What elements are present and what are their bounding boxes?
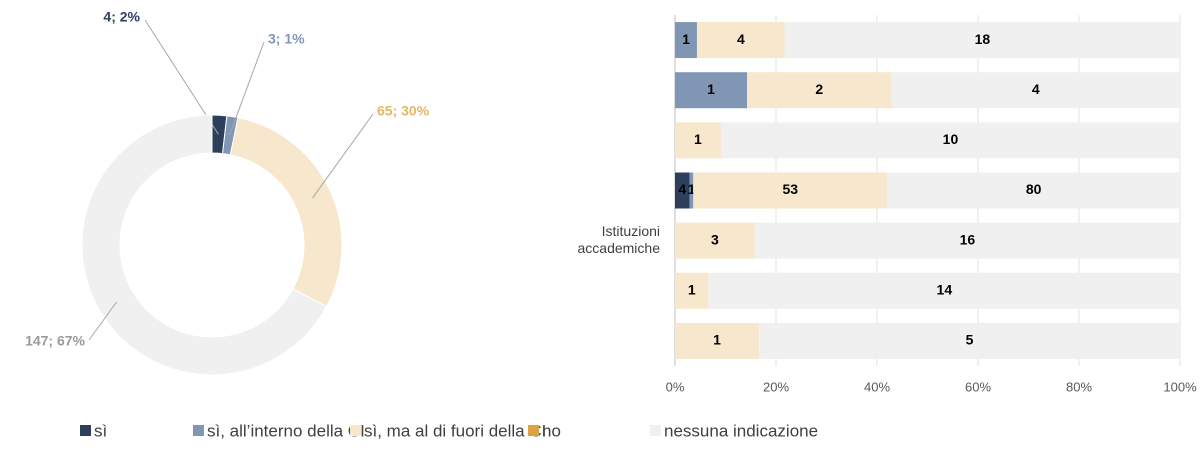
data-label: 5 <box>966 332 974 348</box>
data-label: 1 <box>713 332 721 348</box>
bar-segment <box>675 172 690 209</box>
bar-segment <box>675 272 709 309</box>
data-label: 16 <box>960 231 976 247</box>
legend-swatch <box>193 425 204 436</box>
x-tick-label: 0% <box>666 379 685 394</box>
bar-segment <box>784 22 1180 59</box>
data-label: 1 <box>682 31 690 47</box>
bar-segment <box>891 72 1180 109</box>
bar-segment <box>693 172 888 209</box>
data-label: 14 <box>937 281 953 297</box>
data-label: 53 <box>782 181 798 197</box>
legend-swatch <box>350 425 361 436</box>
bar-segment <box>887 172 1180 209</box>
pie-label: 4; 2% <box>103 9 140 25</box>
legend-swatch <box>528 425 539 436</box>
bar-segment <box>754 222 1180 259</box>
pie-label: 65; 30% <box>377 103 430 119</box>
bar-segment <box>675 322 760 359</box>
bar-segment <box>675 22 697 59</box>
x-tick-label: 100% <box>1163 379 1197 394</box>
legend-label: sì, ma al di fuori della CI <box>364 421 546 440</box>
y-tick-label: Istituzioni accademiche <box>578 223 661 256</box>
x-tick-label: 80% <box>1066 379 1092 394</box>
bar-segment <box>747 72 892 109</box>
data-label: 4 <box>737 31 745 47</box>
data-label: 80 <box>1026 181 1042 197</box>
legend-label: no <box>542 421 561 440</box>
donut-slice <box>229 117 343 308</box>
x-tick-label: 20% <box>763 379 789 394</box>
leader-line <box>228 41 265 136</box>
bar-segment <box>689 172 694 209</box>
legend-swatch <box>650 425 661 436</box>
bar-segment <box>720 122 1180 159</box>
bar-segment <box>696 22 785 59</box>
leader-line <box>88 301 118 341</box>
data-label: 3 <box>711 231 719 247</box>
data-label: 4 <box>1032 81 1040 97</box>
legend-label: nessuna indicazione <box>664 421 818 440</box>
data-label: 4 <box>678 181 686 197</box>
leader-line <box>312 113 374 199</box>
data-label: 10 <box>943 131 959 147</box>
data-label: 1 <box>694 131 702 147</box>
x-tick-label: 60% <box>965 379 991 394</box>
pie-label: 147; 67% <box>25 333 85 349</box>
bar-segment <box>759 322 1180 359</box>
data-label: 1 <box>688 281 696 297</box>
bar-segment <box>675 72 748 109</box>
legend-label: sì <box>94 421 107 440</box>
pie-label: 3; 1% <box>268 31 305 47</box>
legend-swatch <box>80 425 91 436</box>
data-label: 1 <box>688 181 696 197</box>
data-label: 1 <box>707 81 715 97</box>
bar-segment <box>708 272 1180 309</box>
legend-label: sì, all’interno della CI <box>207 421 365 440</box>
data-label: 2 <box>815 81 823 97</box>
x-tick-label: 40% <box>864 379 890 394</box>
bar-segment <box>675 122 721 159</box>
data-label: 18 <box>975 31 991 47</box>
donut-slice <box>81 114 328 376</box>
bar-segment <box>675 222 755 259</box>
